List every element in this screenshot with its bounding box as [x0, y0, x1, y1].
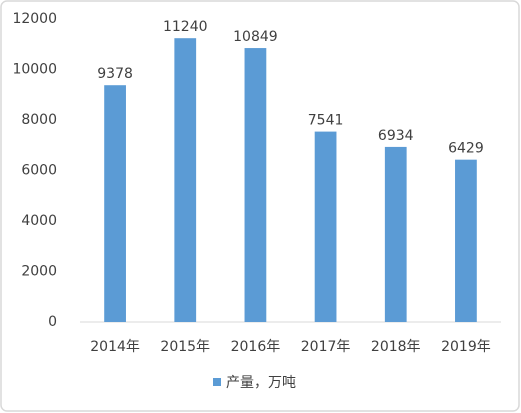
x-tick-label: 2017年	[301, 339, 351, 355]
data-label: 11240	[163, 19, 208, 35]
y-tick-label: 6000	[21, 163, 57, 179]
x-tick-label: 2015年	[160, 339, 210, 355]
bar	[104, 85, 126, 322]
data-label: 6429	[448, 141, 484, 157]
legend-label: 产量，万吨	[226, 375, 296, 391]
bar	[455, 159, 477, 322]
bar	[244, 48, 267, 323]
bar	[384, 146, 407, 322]
x-tick-label: 2019年	[441, 339, 491, 355]
bar	[174, 38, 197, 322]
data-label: 6934	[378, 128, 414, 144]
bar	[314, 131, 337, 322]
y-tick-label: 2000	[21, 264, 57, 280]
y-tick-label: 8000	[21, 112, 57, 128]
data-label: 7541	[308, 113, 344, 129]
data-label: 9378	[97, 66, 133, 82]
x-tick-label: 2016年	[231, 339, 281, 355]
y-tick-label: 12000	[12, 11, 57, 27]
y-tick-label: 4000	[21, 213, 57, 229]
y-tick-label: 0	[48, 314, 57, 330]
x-tick-label: 2014年	[90, 339, 140, 355]
x-tick-label: 2018年	[371, 339, 421, 355]
y-tick-label: 10000	[12, 62, 57, 78]
data-label: 10849	[233, 29, 278, 45]
legend-swatch	[213, 378, 221, 386]
